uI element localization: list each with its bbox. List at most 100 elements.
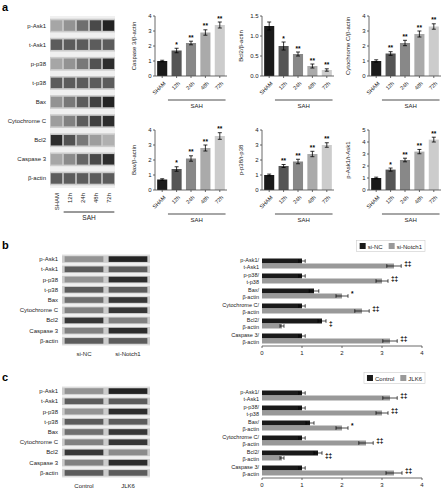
x-tick-label: 3: [380, 482, 384, 488]
x-tick: [342, 346, 343, 348]
error-cap: [325, 147, 329, 148]
y-tick: [153, 46, 155, 47]
y-tick-label: Cytochrome C/β-actin: [222, 434, 259, 446]
y-tick-label: 0: [362, 73, 366, 79]
error-cap: [298, 391, 299, 395]
blot-band: [109, 388, 148, 394]
error-bar: [376, 279, 388, 283]
y-tick-label: p-Ask1/t-Ask1: [240, 389, 259, 401]
blot-band: [65, 277, 104, 283]
error-cap: [374, 178, 378, 179]
error-line: [312, 64, 313, 68]
bar: [371, 178, 381, 190]
error-line: [283, 165, 284, 168]
y-axis-label: p-Ask1/t-Ask1: [345, 141, 351, 179]
error-bar: [218, 133, 222, 140]
blot-band: [77, 116, 88, 127]
lane-label: JLK6: [121, 483, 135, 489]
band-label: p-Ask1: [27, 23, 46, 29]
error-cap: [282, 50, 286, 51]
error-cap: [374, 177, 378, 178]
y-tick-label: 0.5: [250, 53, 259, 59]
bar: [414, 34, 424, 76]
bar: [200, 33, 210, 77]
error-line: [405, 158, 406, 162]
x-tick: [342, 478, 343, 480]
error-line: [299, 438, 305, 439]
bar: [262, 304, 302, 309]
error-cap: [389, 51, 393, 52]
x-tick: [191, 76, 192, 78]
blot-band: [77, 78, 88, 89]
y-tick-label: 2: [362, 43, 366, 49]
y-tick: [260, 145, 262, 146]
lane-label: si-Notch1: [115, 351, 141, 357]
bar: [262, 441, 366, 446]
error-line: [376, 413, 388, 414]
error-line: [299, 393, 305, 394]
bar: [262, 436, 302, 441]
error-cap: [203, 35, 207, 36]
blot-strip: [62, 398, 150, 405]
y-tick-label: 1: [362, 58, 366, 64]
group-bracket: [64, 212, 115, 213]
blot-band: [64, 116, 75, 127]
legend-frame: [357, 241, 425, 252]
significance: ‡: [329, 320, 333, 327]
marks: [157, 22, 225, 76]
bar: [262, 411, 382, 416]
x-tick: [419, 76, 420, 78]
error-line: [219, 22, 220, 28]
y-tick-label: 4: [148, 13, 152, 19]
error-line: [433, 24, 434, 29]
blot-strip: [50, 38, 115, 52]
error-cap: [326, 319, 327, 323]
error-cap: [305, 406, 306, 410]
significance: **: [281, 157, 287, 164]
x-tick-label: 2: [340, 482, 344, 488]
error-cap: [401, 264, 402, 268]
error-cap: [402, 471, 403, 475]
x-tick: [176, 190, 177, 192]
lane-label: 48h: [93, 193, 99, 203]
blot: ap-Ask1t-Ask1p-p38t-p38BaxCytochrome CBc…: [2, 1, 115, 221]
error-line: [405, 40, 406, 45]
y-tick: [367, 154, 369, 155]
blot-background: [50, 16, 115, 188]
blot-background: [62, 254, 150, 346]
y-tick: [153, 16, 155, 17]
bar: [400, 43, 410, 76]
x-tick-label: 0: [260, 482, 264, 488]
group-bracket: [382, 214, 440, 215]
error-cap: [175, 48, 179, 49]
blot-band: [65, 399, 104, 405]
blot-band: [65, 287, 104, 293]
error-line: [176, 48, 177, 53]
error-cap: [306, 421, 307, 425]
error-bar: [299, 304, 305, 308]
blot-band: [51, 39, 62, 50]
error-cap: [386, 264, 387, 268]
error-bar: [218, 22, 222, 28]
blot-band: [65, 338, 104, 344]
y-tick: [153, 145, 155, 146]
error-cap: [310, 68, 314, 69]
group-bracket: [168, 100, 226, 101]
x-tick-label: 24h: [292, 194, 303, 205]
marks: [157, 133, 225, 190]
error-line: [312, 151, 313, 156]
error-cap: [280, 456, 281, 460]
blot-strip: [62, 266, 150, 273]
blot-band: [109, 399, 148, 405]
blot-band: [77, 154, 88, 165]
y-tick: [367, 142, 369, 143]
blot-band: [90, 39, 101, 50]
bar: [157, 180, 167, 191]
bar: [172, 51, 182, 77]
bar: [279, 166, 289, 190]
error-cap: [298, 406, 299, 410]
y-tick-label: p-p38/t-p38: [243, 404, 259, 416]
error-bar: [203, 145, 207, 151]
blot-strip: [62, 428, 150, 435]
x-tick-label: SHAM: [151, 194, 167, 210]
